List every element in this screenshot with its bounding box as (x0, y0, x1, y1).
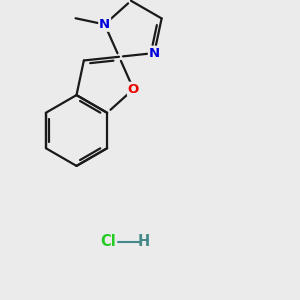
Text: N: N (99, 18, 110, 31)
Text: Cl: Cl (100, 234, 116, 249)
Text: H: H (138, 234, 150, 249)
Text: O: O (128, 82, 139, 96)
Text: N: N (149, 46, 160, 60)
